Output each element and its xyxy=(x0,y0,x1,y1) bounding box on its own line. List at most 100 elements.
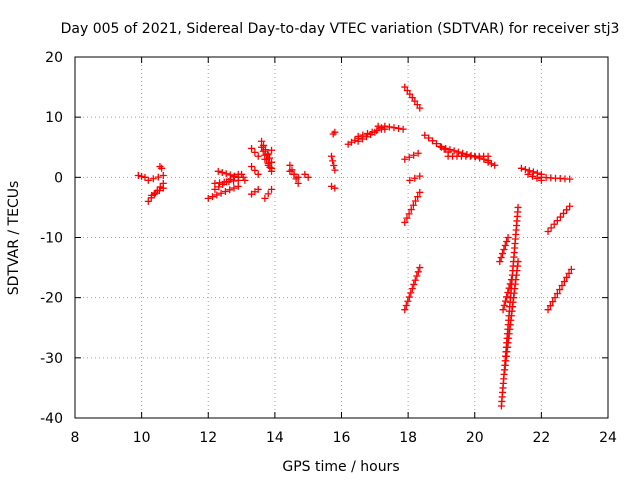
data-point xyxy=(266,154,274,162)
data-point xyxy=(558,282,566,290)
data-point xyxy=(134,172,142,180)
data-point xyxy=(533,174,541,182)
y-tick-label: -20 xyxy=(40,291,63,307)
data-point xyxy=(268,158,276,166)
data-point xyxy=(514,203,522,211)
data-point xyxy=(484,152,492,160)
data-point xyxy=(264,161,272,169)
data-point xyxy=(560,209,568,217)
data-point xyxy=(436,142,444,150)
data-point xyxy=(546,302,554,310)
data-point xyxy=(154,173,162,181)
data-point xyxy=(454,148,462,156)
data-point xyxy=(264,190,272,198)
data-point xyxy=(411,97,419,105)
data-point xyxy=(500,246,508,254)
data-point xyxy=(254,170,262,178)
data-point xyxy=(429,137,437,145)
data-point xyxy=(254,152,262,160)
data-point xyxy=(413,272,421,280)
data-point xyxy=(503,293,511,301)
data-point xyxy=(226,171,234,179)
data-point xyxy=(414,193,422,201)
data-point xyxy=(258,137,266,145)
data-point xyxy=(211,185,219,193)
data-point xyxy=(294,173,302,181)
data-point xyxy=(505,284,513,292)
data-point xyxy=(138,172,146,180)
data-point xyxy=(556,286,564,294)
data-point xyxy=(158,164,166,172)
data-point xyxy=(406,176,414,184)
data-point xyxy=(268,185,276,193)
data-point xyxy=(331,128,339,136)
data-point xyxy=(517,164,525,172)
data-point xyxy=(521,166,529,174)
data-point xyxy=(304,173,312,181)
data-point xyxy=(432,140,440,148)
data-point xyxy=(290,170,298,178)
data-point xyxy=(234,182,242,190)
data-point xyxy=(405,293,413,301)
data-point xyxy=(217,189,225,197)
data-point xyxy=(377,124,385,132)
x-tick-label: 22 xyxy=(532,430,550,446)
data-point xyxy=(549,298,557,306)
data-point xyxy=(414,149,422,157)
data-point xyxy=(264,151,272,159)
data-point xyxy=(544,227,552,235)
data-point xyxy=(294,179,302,187)
x-tick-label: 20 xyxy=(466,430,484,446)
data-point xyxy=(248,163,256,171)
data-point xyxy=(504,234,512,241)
x-tick-label: 14 xyxy=(266,430,284,446)
data-point xyxy=(553,290,561,298)
data-point xyxy=(514,258,522,266)
data-point xyxy=(416,172,424,180)
data-point xyxy=(261,155,269,163)
data-point xyxy=(507,276,515,284)
data-point xyxy=(261,194,269,202)
data-point xyxy=(359,131,367,139)
data-point xyxy=(268,146,276,154)
data-point xyxy=(213,191,221,199)
data-point xyxy=(411,174,419,182)
data-point xyxy=(566,202,574,210)
data-point xyxy=(410,151,418,159)
tick-layer: 8 10 12 14 16 18 20 22 24 -40 -30 -20 -10 0 10 20 xyxy=(40,50,617,446)
data-point xyxy=(497,254,505,262)
data-point xyxy=(563,273,571,281)
x-tick-label: 10 xyxy=(133,430,151,446)
data-point xyxy=(159,184,167,192)
data-point xyxy=(363,130,371,138)
data-point xyxy=(410,280,418,288)
data-point xyxy=(155,187,163,195)
data-point xyxy=(551,294,559,302)
y-tick-label: -10 xyxy=(40,231,63,247)
data-point xyxy=(368,128,376,136)
data-point xyxy=(148,191,156,199)
data-point xyxy=(144,197,152,205)
data-point xyxy=(566,175,574,183)
data-point xyxy=(506,280,514,288)
data-point xyxy=(230,184,238,192)
x-axis-label: GPS time / hours xyxy=(282,459,399,475)
data-point xyxy=(204,194,212,202)
data-point xyxy=(525,167,533,175)
data-point xyxy=(565,269,573,277)
data-point xyxy=(504,289,512,297)
data-point xyxy=(547,224,555,232)
data-point xyxy=(259,147,267,155)
data-point xyxy=(450,147,458,155)
data-point xyxy=(416,188,424,196)
data-point xyxy=(144,176,152,184)
data-point xyxy=(331,184,339,192)
data-point xyxy=(496,258,504,266)
data-point xyxy=(230,172,238,180)
data-point xyxy=(501,297,509,305)
chart-title: Day 005 of 2021, Sidereal Day-to-day VTE… xyxy=(61,21,620,37)
data-point xyxy=(503,238,511,246)
data-point xyxy=(221,188,229,196)
data-point xyxy=(329,157,337,165)
